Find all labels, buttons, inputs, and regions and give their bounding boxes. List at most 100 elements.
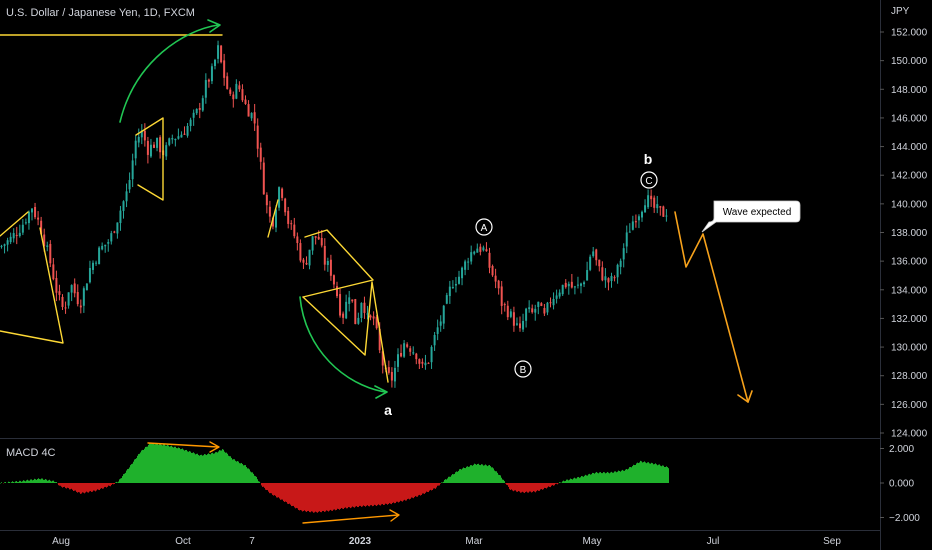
macd-bar: [173, 447, 174, 483]
macd-bar: [133, 461, 134, 483]
macd-bar: [239, 463, 240, 483]
macd-bar: [411, 483, 412, 498]
candle-body: [512, 312, 515, 326]
candle-body: [622, 248, 625, 260]
macd-bar: [247, 468, 248, 483]
macd-bar: [545, 483, 546, 488]
time-tick-label: Mar: [465, 536, 483, 547]
macd-bar: [286, 483, 287, 503]
candle-body: [326, 261, 329, 266]
macd-bar: [170, 446, 171, 483]
macd-bar: [665, 466, 666, 483]
macd-bar: [320, 483, 321, 513]
macd-bar: [399, 483, 400, 502]
macd-bar: [349, 483, 350, 508]
macd-bar: [0, 483, 1, 484]
macd-bar: [134, 459, 135, 483]
divergence-arrow: [147, 442, 219, 448]
macd-bar: [59, 483, 60, 486]
macd-bar: [554, 483, 555, 486]
macd-bar: [513, 483, 514, 492]
macd-bar: [456, 471, 457, 483]
macd-bar: [338, 483, 339, 510]
macd-bar: [312, 483, 313, 512]
macd-bar: [365, 483, 366, 507]
macd-bar: [548, 483, 549, 487]
macd-bar: [440, 483, 441, 484]
macd-bar: [331, 483, 332, 511]
macd-bar: [544, 483, 545, 488]
macd-bar: [235, 460, 236, 483]
candle-body: [369, 315, 372, 318]
macd-bar: [444, 479, 445, 483]
macd-bar: [90, 483, 91, 492]
macd-bar: [208, 453, 209, 483]
candle-body: [113, 231, 116, 233]
macd-bar: [573, 478, 574, 483]
macd-bar: [496, 471, 497, 483]
macd-bar: [405, 483, 406, 501]
macd-bar: [144, 448, 145, 483]
candle-body: [37, 217, 40, 220]
candle-body: [9, 236, 12, 243]
macd-bar: [356, 483, 357, 507]
candle-body: [439, 321, 442, 326]
candle-body: [134, 140, 137, 159]
macd-bar: [508, 483, 509, 487]
macd-bar: [525, 483, 526, 493]
macd-bar: [389, 483, 390, 504]
macd-bar: [511, 483, 512, 490]
candle-body: [339, 294, 342, 316]
macd-bar: [546, 483, 547, 489]
macd-bar: [395, 483, 396, 504]
macd-bar: [358, 483, 359, 508]
macd-bar: [433, 483, 434, 489]
price-tick-label: 152.000: [891, 28, 928, 39]
candle-body: [156, 137, 159, 148]
divergence-arrow-head: [209, 441, 220, 453]
macd-bar: [192, 452, 193, 483]
macd-bar: [89, 483, 90, 492]
candle-body: [61, 296, 64, 307]
wave-label-b: b: [644, 151, 653, 167]
macd-bar: [32, 480, 33, 483]
macd-bar: [576, 478, 577, 483]
macd-bar: [27, 479, 28, 483]
candle-body: [387, 367, 390, 373]
candle-body: [153, 144, 155, 148]
macd-bar: [283, 483, 284, 502]
macd-bar: [138, 454, 139, 483]
macd-bar: [552, 483, 553, 486]
macd-bar: [131, 464, 132, 483]
time-axis[interactable]: Aug Oct 7 2023 Mar May Jul Sep: [52, 536, 841, 547]
macd-bar: [313, 483, 314, 513]
macd-bar: [113, 483, 114, 485]
macd-bar: [465, 468, 466, 483]
macd-bar: [527, 483, 528, 493]
macd-bar: [668, 468, 669, 483]
macd-bar: [391, 483, 392, 505]
candle-body: [284, 198, 287, 213]
candle-body: [665, 215, 668, 217]
macd-bar: [550, 483, 551, 488]
candle-body: [76, 292, 79, 305]
macd-bar: [185, 449, 186, 483]
macd-bar: [222, 449, 223, 483]
candle-body: [461, 267, 464, 279]
macd-bar: [607, 471, 608, 483]
yellow-annotation-line: [0, 211, 29, 237]
macd-bar: [184, 450, 185, 483]
macd-bar: [386, 483, 387, 504]
macd-bar: [328, 483, 329, 512]
macd-bar: [218, 451, 219, 483]
macd-bar: [435, 483, 436, 489]
macd-bar: [595, 472, 596, 483]
macd-title: MACD 4C: [6, 447, 56, 459]
macd-bar: [127, 469, 128, 483]
macd-bar: [130, 465, 131, 483]
candle-body: [360, 302, 363, 319]
macd-bar: [651, 462, 652, 483]
macd-bar: [54, 481, 55, 483]
macd-bar: [44, 479, 45, 483]
macd-bar: [343, 483, 344, 510]
